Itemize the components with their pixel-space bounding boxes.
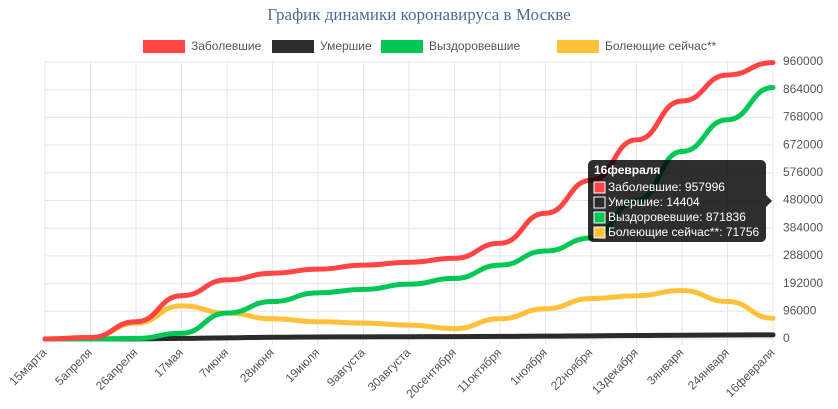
series-line <box>42 332 776 342</box>
y-tick-label: 576000 <box>783 165 823 179</box>
y-tick-label: 864000 <box>783 82 823 96</box>
y-tick-label: 768000 <box>783 110 823 124</box>
x-tick-label: 1ноября <box>507 345 550 388</box>
tooltip-swatch <box>593 226 606 239</box>
tooltip-title: 16февраля <box>594 163 660 177</box>
x-tick-label: 3января <box>644 345 686 387</box>
x-tick-label: 15марта <box>6 345 49 388</box>
x-tick-label: 13декабря <box>589 345 641 397</box>
x-tick-label: 5апреля <box>52 345 95 388</box>
legend-swatch <box>557 40 599 53</box>
tooltip-item: Болеющие сейчас**: 71756 <box>608 225 760 239</box>
tooltip-item: Умершие: 14404 <box>608 195 700 209</box>
tooltip-swatch <box>593 196 606 209</box>
x-tick-label: 22ноября <box>548 345 595 392</box>
series-line <box>42 60 776 342</box>
tooltip-item: Выздоровевшие: 871836 <box>608 210 746 224</box>
y-tick-label: 384000 <box>783 220 823 234</box>
x-tick-label: 11октября <box>455 345 505 395</box>
tooltip-swatch <box>593 211 606 224</box>
tooltip-swatch <box>593 181 606 194</box>
legend-label: Умершие <box>320 39 372 53</box>
x-tick-label: 9августа <box>324 345 368 389</box>
chart-title: График динамики коронавируса в Москве <box>267 5 570 24</box>
y-tick-label: 672000 <box>783 137 823 151</box>
x-tick-label: 17мая <box>151 345 185 379</box>
series-line <box>42 288 776 342</box>
x-tick-label: 30августа <box>365 345 414 394</box>
legend-label: Заболевшие <box>191 39 262 53</box>
x-tick-label: 24января <box>685 345 732 392</box>
tooltip-arrow <box>766 195 772 207</box>
tooltip-item: Заболевшие: 957996 <box>608 180 725 194</box>
legend-swatch <box>272 40 314 53</box>
y-tick-label: 480000 <box>783 193 823 207</box>
y-tick-label: 288000 <box>783 248 823 262</box>
y-tick-label: 192000 <box>783 276 823 290</box>
legend-swatch <box>143 40 185 53</box>
x-tick-label: 16февраля <box>723 345 778 400</box>
y-tick-label: 960000 <box>783 54 823 68</box>
y-tick-label: 96000 <box>783 303 817 317</box>
legend-label: Болеющие сейчас** <box>605 39 717 53</box>
x-tick-label: 7июня <box>196 345 231 380</box>
x-tick-label: 26апреля <box>93 345 140 392</box>
tooltip-box <box>588 160 766 242</box>
y-tick-label: 0 <box>783 331 790 345</box>
legend-swatch <box>381 40 423 53</box>
legend-label: Выздоровевшие <box>429 39 521 53</box>
x-tick-label: 28июня <box>237 345 277 385</box>
x-tick-label: 19июля <box>283 345 323 385</box>
